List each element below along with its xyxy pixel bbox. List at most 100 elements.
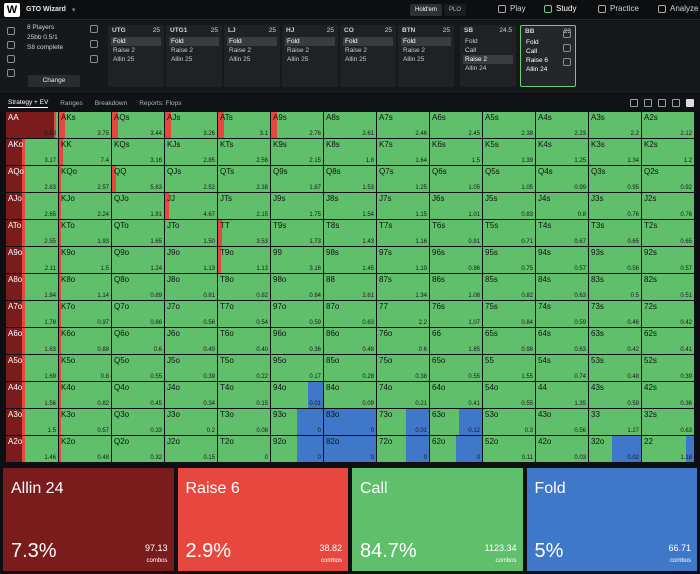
hand-cell[interactable]: J4s 0.8 [536, 193, 588, 219]
hand-cell[interactable]: J3s 0.76 [589, 193, 641, 219]
hand-cell[interactable]: AKo 3.17 [6, 139, 58, 165]
hand-cell[interactable]: A3s 2.2 [589, 112, 641, 138]
action-option[interactable]: Allin 25 [171, 56, 193, 63]
hand-cell[interactable]: JTo 1.50 [165, 220, 217, 246]
action-option[interactable]: Allin 25 [287, 56, 309, 63]
hand-cell[interactable]: 43s 0.59 [589, 382, 641, 408]
hand-cell[interactable]: 96o 0.36 [271, 328, 323, 354]
hand-cell[interactable]: A4o 1.56 [6, 382, 58, 408]
hand-cell[interactable]: 87o 0.63 [324, 301, 376, 327]
columns-icon[interactable] [658, 99, 666, 107]
hand-cell[interactable]: A6s 2.45 [430, 112, 482, 138]
hand-cell[interactable]: 64s 0.63 [536, 328, 588, 354]
summary-allin[interactable]: Allin 24 7.3% 97.13 combos [2, 467, 175, 572]
chevron-down-icon[interactable]: ▾ [71, 6, 76, 14]
hand-cell[interactable]: T6s 0.91 [430, 220, 482, 246]
hand-cell[interactable]: A8o 1.84 [6, 274, 58, 300]
action-option[interactable]: Raise 2 [345, 47, 368, 54]
hand-cell[interactable]: 97s 1.19 [377, 247, 429, 273]
view-mode-icon[interactable] [630, 99, 638, 107]
hand-cell[interactable]: 65s 0.98 [483, 328, 535, 354]
hand-cell[interactable]: K5o 0.8 [59, 355, 111, 381]
lock-icon[interactable] [563, 44, 571, 52]
hand-cell[interactable]: J9o 1.13 [165, 247, 217, 273]
hand-cell[interactable]: Q4s 0.99 [536, 166, 588, 192]
pencil-icon[interactable] [563, 30, 571, 38]
hand-cell[interactable]: 52o 0.11 [483, 436, 535, 462]
pencil-icon[interactable] [90, 25, 98, 33]
tab-ranges[interactable]: Ranges [60, 99, 83, 107]
action-option[interactable]: Allin 24 [465, 65, 487, 72]
hand-cell[interactable]: AKs 3.75 [59, 112, 111, 138]
hand-cell[interactable]: Q9s 1.87 [271, 166, 323, 192]
hand-cell[interactable]: Q3s 0.95 [589, 166, 641, 192]
position-co[interactable]: CO 25 Fold Raise 2 Allin 25 [340, 25, 396, 87]
hand-cell[interactable]: 66 1.85 [430, 328, 482, 354]
hand-cell[interactable]: A2o 1.46 [6, 436, 58, 462]
hand-cell[interactable]: Q9o 1.24 [112, 247, 164, 273]
hand-cell[interactable]: 44 1.35 [536, 382, 588, 408]
hand-cell[interactable]: K8o 1.14 [59, 274, 111, 300]
hand-cell[interactable]: A7o 1.78 [6, 301, 58, 327]
hand-cell[interactable]: 84s 0.63 [536, 274, 588, 300]
hand-cell[interactable]: Q7s 1.25 [377, 166, 429, 192]
hand-cell[interactable]: J7s 1.15 [377, 193, 429, 219]
action-option[interactable]: Call [526, 48, 538, 55]
pin-icon[interactable] [90, 55, 98, 63]
hand-cell[interactable]: 83o 0 [324, 409, 376, 435]
clock-icon[interactable] [90, 40, 98, 48]
hand-cell[interactable]: QJs 2.52 [165, 166, 217, 192]
hand-cell[interactable]: 92s 0.57 [642, 247, 694, 273]
hand-cell[interactable]: KK 7.4 [59, 139, 111, 165]
hand-cell[interactable]: 98s 1.45 [324, 247, 376, 273]
hand-cell[interactable]: K6s 1.5 [430, 139, 482, 165]
action-option[interactable]: Call [465, 47, 477, 54]
hand-cell[interactable]: 83s 0.5 [589, 274, 641, 300]
doc-icon[interactable] [563, 58, 571, 66]
hand-cell[interactable]: 53s 0.48 [589, 355, 641, 381]
hand-cell[interactable]: AQs 3.44 [112, 112, 164, 138]
hand-cell[interactable]: AQo 2.83 [6, 166, 58, 192]
hand-cell[interactable]: J9s 1.75 [271, 193, 323, 219]
hand-cell[interactable]: 54o 0.55 [483, 382, 535, 408]
hand-cell[interactable]: AA 8.83 [6, 112, 58, 138]
position-utg1[interactable]: UTG1 25 Fold Raise 2 Allin 25 [166, 25, 222, 87]
hand-cell[interactable]: 64o 0.41 [430, 382, 482, 408]
hand-cell[interactable]: 85s 0.82 [483, 274, 535, 300]
hand-cell[interactable]: 74s 0.59 [536, 301, 588, 327]
action-option[interactable]: Fold [526, 39, 539, 46]
hand-cell[interactable]: 42s 0.36 [642, 382, 694, 408]
hand-cell[interactable]: 99 3.16 [271, 247, 323, 273]
hand-cell[interactable]: K6o 0.88 [59, 328, 111, 354]
hand-cell[interactable]: AJs 3.26 [165, 112, 217, 138]
action-option[interactable]: Raise 2 [113, 47, 136, 54]
hand-cell[interactable]: QQ 5.63 [112, 166, 164, 192]
hand-cell[interactable]: J8o 0.81 [165, 274, 217, 300]
action-option[interactable]: Fold [401, 37, 451, 46]
position-sb[interactable]: SB 24.5 Fold Call Raise 2 Allin 24 [460, 25, 516, 87]
hand-cell[interactable]: A2s 2.12 [642, 112, 694, 138]
hand-cell[interactable]: 94s 0.57 [536, 247, 588, 273]
hand-cell[interactable]: 87s 1.34 [377, 274, 429, 300]
hand-cell[interactable]: Q5o 0.55 [112, 355, 164, 381]
hand-cell[interactable]: Q4o 0.45 [112, 382, 164, 408]
action-option[interactable]: Raise 2 [287, 47, 310, 54]
hand-cell[interactable]: Q8s 1.53 [324, 166, 376, 192]
hand-cell[interactable]: T6o 0.40 [218, 328, 270, 354]
hand-cell[interactable]: 75o 0.38 [377, 355, 429, 381]
hand-cell[interactable]: K3o 0.57 [59, 409, 111, 435]
holdem-toggle[interactable]: Hold'em [410, 4, 442, 16]
plo-toggle[interactable]: PLO [444, 4, 467, 16]
hand-cell[interactable]: A9s 2.76 [271, 112, 323, 138]
hand-cell[interactable]: 96s 0.96 [430, 247, 482, 273]
hand-cell[interactable]: JTs 2.15 [218, 193, 270, 219]
hand-cell[interactable]: 62s 0.41 [642, 328, 694, 354]
hand-cell[interactable]: 72o 0 [377, 436, 429, 462]
hand-cell[interactable]: KJs 2.85 [165, 139, 217, 165]
hand-cell[interactable]: K8s 1.8 [324, 139, 376, 165]
hand-cell[interactable]: K9s 2.15 [271, 139, 323, 165]
hand-cell[interactable]: T8o 0.82 [218, 274, 270, 300]
action-option[interactable]: Allin 25 [229, 56, 251, 63]
nav-study[interactable]: Study [544, 4, 576, 13]
hand-cell[interactable]: J6s 1.01 [430, 193, 482, 219]
